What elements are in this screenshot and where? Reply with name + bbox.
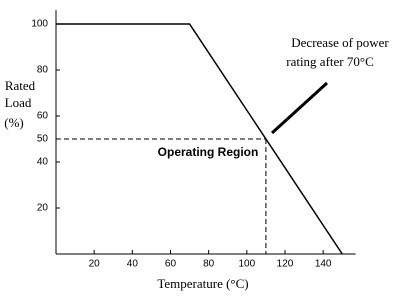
x-tick-label: 60 [165,259,177,270]
x-tick-label: 20 [89,259,101,270]
region-label: Operating Region [158,145,259,159]
y-tick-label: 50 [37,134,49,145]
y-axis-label: (%) [4,115,24,130]
x-axis-label: Temperature (°C) [157,276,248,291]
annotation: Decrease of power [291,35,389,50]
annotation: rating after 70°C [286,54,374,69]
x-tick-label: 80 [203,259,215,270]
y-tick-label: 80 [37,65,49,76]
x-tick-label: 100 [238,259,255,270]
y-tick-label: 20 [37,203,49,214]
x-tick-label: 120 [277,259,294,270]
y-tick-label: 40 [37,157,49,168]
x-tick-label: 40 [127,259,139,270]
y-axis-label: Rated [5,78,36,93]
y-tick-label: 60 [37,111,49,122]
annotation-pointer [270,81,329,135]
x-tick-label: 140 [315,259,332,270]
y-tick-label: 100 [31,19,48,30]
data-line [56,23,343,255]
y-axis-label: Load [5,95,32,110]
